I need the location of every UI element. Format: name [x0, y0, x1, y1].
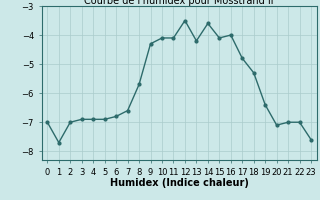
- Title: Courbe de l'humidex pour Mosstrand Ii: Courbe de l'humidex pour Mosstrand Ii: [84, 0, 274, 6]
- X-axis label: Humidex (Indice chaleur): Humidex (Indice chaleur): [110, 178, 249, 188]
